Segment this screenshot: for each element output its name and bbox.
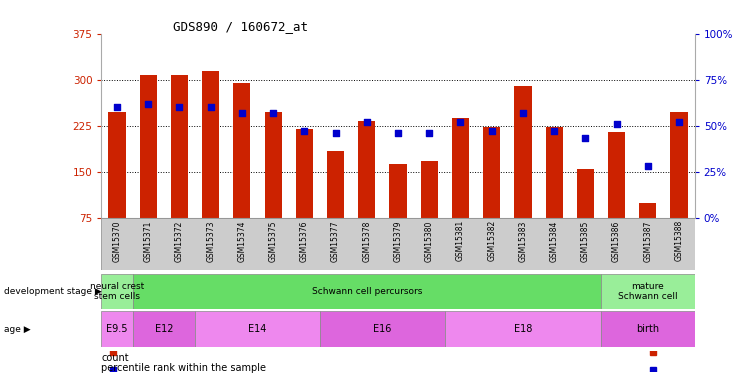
Bar bbox=[483, 128, 500, 218]
Point bbox=[579, 135, 591, 141]
Bar bbox=[639, 203, 656, 217]
Bar bbox=[390, 164, 406, 218]
Text: GDS890 / 160672_at: GDS890 / 160672_at bbox=[173, 20, 308, 33]
Text: E14: E14 bbox=[249, 324, 267, 334]
Text: GSM15372: GSM15372 bbox=[175, 220, 184, 261]
Text: GSM15384: GSM15384 bbox=[550, 220, 559, 261]
Point bbox=[205, 104, 217, 110]
Text: development stage ▶: development stage ▶ bbox=[4, 287, 101, 296]
Point bbox=[517, 110, 529, 116]
Text: mature
Schwann cell: mature Schwann cell bbox=[618, 282, 677, 301]
Text: birth: birth bbox=[636, 324, 659, 334]
Text: GSM15379: GSM15379 bbox=[394, 220, 403, 262]
Bar bbox=[452, 118, 469, 218]
Text: GSM15383: GSM15383 bbox=[518, 220, 527, 261]
Point bbox=[236, 110, 248, 116]
Point bbox=[673, 119, 685, 125]
Bar bbox=[202, 70, 219, 217]
Text: GSM15387: GSM15387 bbox=[644, 220, 653, 261]
Point bbox=[454, 119, 466, 125]
Point bbox=[424, 130, 436, 136]
Text: GSM15378: GSM15378 bbox=[362, 220, 371, 261]
Bar bbox=[545, 128, 562, 218]
Text: GSM15376: GSM15376 bbox=[300, 220, 309, 262]
Text: GSM15386: GSM15386 bbox=[612, 220, 621, 261]
Point bbox=[111, 104, 123, 110]
Text: percentile rank within the sample: percentile rank within the sample bbox=[101, 363, 266, 373]
Point bbox=[142, 100, 154, 106]
Bar bbox=[133, 274, 601, 309]
Point bbox=[360, 119, 372, 125]
Bar bbox=[195, 311, 320, 347]
Text: GSM15388: GSM15388 bbox=[674, 220, 683, 261]
Text: age ▶: age ▶ bbox=[4, 324, 30, 334]
Bar bbox=[445, 311, 601, 347]
Bar bbox=[671, 111, 688, 218]
Bar bbox=[320, 311, 445, 347]
Text: GSM15371: GSM15371 bbox=[143, 220, 152, 261]
Point bbox=[267, 110, 279, 116]
Bar bbox=[101, 311, 133, 347]
Bar bbox=[108, 111, 125, 218]
Bar bbox=[358, 122, 376, 218]
Point bbox=[611, 121, 623, 127]
Point bbox=[548, 128, 560, 134]
Point bbox=[392, 130, 404, 136]
Bar bbox=[264, 111, 282, 218]
Text: E12: E12 bbox=[155, 324, 173, 334]
Bar bbox=[101, 274, 133, 309]
Text: GSM15373: GSM15373 bbox=[207, 220, 216, 262]
Bar bbox=[421, 160, 438, 218]
Bar bbox=[601, 274, 695, 309]
Text: GSM15385: GSM15385 bbox=[581, 220, 590, 261]
Text: GSM15381: GSM15381 bbox=[456, 220, 465, 261]
Point bbox=[298, 128, 310, 134]
Bar bbox=[601, 311, 695, 347]
Text: E16: E16 bbox=[373, 324, 391, 334]
Text: count: count bbox=[101, 353, 129, 363]
Point bbox=[642, 163, 654, 169]
Text: GSM15382: GSM15382 bbox=[487, 220, 496, 261]
Bar bbox=[577, 168, 594, 217]
Text: GSM15375: GSM15375 bbox=[269, 220, 278, 262]
Bar bbox=[327, 152, 344, 217]
Point bbox=[486, 128, 498, 134]
Text: GSM15377: GSM15377 bbox=[331, 220, 340, 262]
Bar bbox=[133, 311, 195, 347]
Text: GSM15374: GSM15374 bbox=[237, 220, 246, 262]
Point bbox=[173, 104, 185, 110]
Text: Schwann cell percursors: Schwann cell percursors bbox=[312, 287, 422, 296]
Bar bbox=[514, 86, 532, 218]
Text: E9.5: E9.5 bbox=[106, 324, 128, 334]
Bar bbox=[140, 75, 157, 217]
Bar bbox=[608, 132, 625, 218]
Point bbox=[330, 130, 342, 136]
Bar bbox=[234, 83, 251, 218]
Bar bbox=[296, 129, 313, 217]
Text: neural crest
stem cells: neural crest stem cells bbox=[90, 282, 144, 301]
Text: GSM15380: GSM15380 bbox=[425, 220, 434, 261]
Text: E18: E18 bbox=[514, 324, 532, 334]
Bar bbox=[171, 75, 188, 217]
Text: GSM15370: GSM15370 bbox=[113, 220, 122, 262]
